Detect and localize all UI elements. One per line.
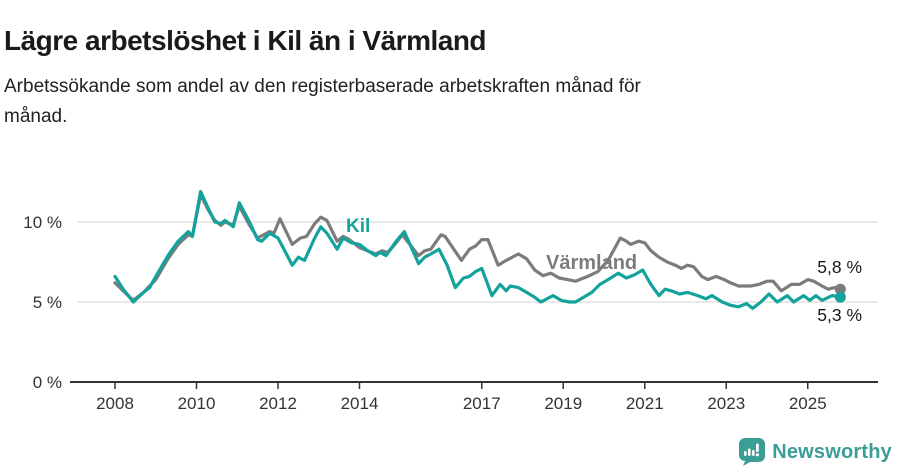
vrmland-line	[113, 193, 842, 302]
y-tick-label-0: 0 %	[33, 373, 62, 392]
vrmland-end-dot	[834, 283, 846, 295]
x-tick-label-2010: 2010	[178, 394, 216, 413]
x-tick-label-2008: 2008	[96, 394, 134, 413]
chart-subtitle: Arbetssökande som andel av den registerb…	[4, 76, 641, 127]
x-tick-label-2021: 2021	[626, 394, 664, 413]
x-tick-label-2025: 2025	[789, 394, 827, 413]
y-tick-label-10: 10 %	[23, 213, 62, 232]
newsworthy-wordmark: Newsworthy	[772, 440, 892, 463]
kil-series-label: Kil	[346, 216, 370, 237]
vrmland-series-label: Värmland	[546, 252, 637, 274]
exclamation-bar	[756, 443, 759, 452]
x-tick-label-2019: 2019	[544, 394, 582, 413]
chart-title: Lägre arbetslöshet i Kil än i Värmland	[4, 24, 487, 56]
x-tick-label-2017: 2017	[463, 394, 501, 413]
kil-end-value-label: 5,3 %	[817, 305, 862, 325]
x-tick-label-2023: 2023	[707, 394, 745, 413]
vrmland-end-value-label: 5,8 %	[817, 257, 862, 277]
y-tick-label-5: 5 %	[33, 293, 62, 312]
kil-line	[113, 190, 842, 310]
kil-end-dot	[834, 291, 846, 303]
exclamation-dot	[755, 453, 760, 457]
x-tick-label-2014: 2014	[341, 394, 379, 413]
x-tick-label-2012: 2012	[259, 394, 297, 413]
mini-bar-chart-glyph	[744, 443, 760, 457]
newsworthy-logo: Newsworthy	[739, 438, 892, 466]
newsworthy-icon	[739, 438, 766, 466]
